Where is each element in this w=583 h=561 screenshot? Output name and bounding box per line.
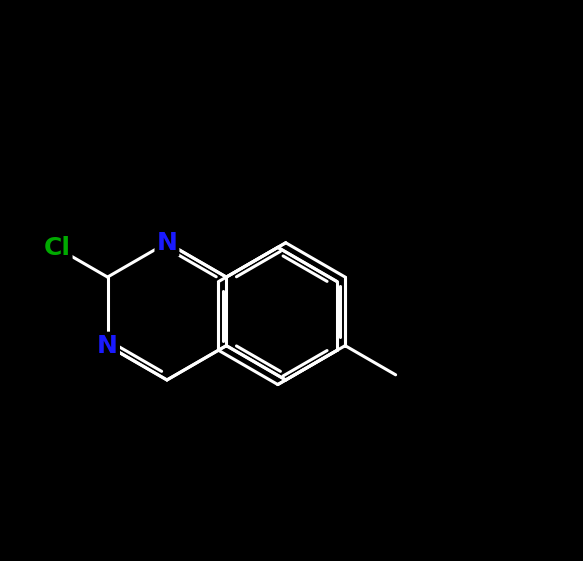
Text: N: N [156, 231, 177, 255]
Text: Cl: Cl [44, 236, 71, 260]
Text: N: N [97, 334, 118, 358]
